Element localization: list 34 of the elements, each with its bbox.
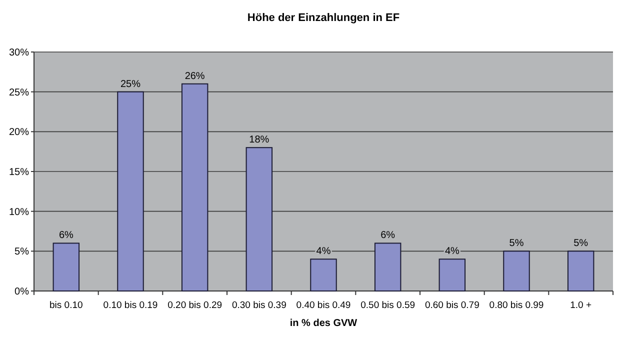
y-tick-label: 30% bbox=[8, 48, 30, 58]
data-label: 6% bbox=[380, 230, 396, 242]
bar bbox=[181, 83, 208, 292]
bar bbox=[438, 258, 466, 292]
x-tick-label: 0.40 bis 0.49 bbox=[296, 300, 351, 311]
y-tick-label: 0% bbox=[14, 286, 30, 298]
x-tick-label: 0.80 bis 0.99 bbox=[489, 300, 544, 311]
bar bbox=[246, 147, 273, 292]
bar bbox=[374, 242, 402, 292]
bar bbox=[52, 242, 80, 292]
y-tick-label: 15% bbox=[8, 167, 30, 178]
x-tick-label: 1.0 + bbox=[570, 300, 592, 311]
x-axis-title: in % des GVW bbox=[290, 318, 358, 329]
bar bbox=[567, 250, 594, 292]
chart-title: Höhe der Einzahlungen in EF bbox=[247, 12, 400, 24]
y-tick-label: 5% bbox=[14, 246, 30, 258]
x-tick-label: 0.30 bis 0.39 bbox=[232, 300, 286, 311]
bar bbox=[117, 91, 144, 292]
y-tick-label: 10% bbox=[8, 206, 30, 218]
data-label: 6% bbox=[58, 230, 74, 242]
x-tick-label: 0.10 bis 0.19 bbox=[103, 300, 158, 311]
y-tick-label: 25% bbox=[8, 87, 30, 98]
data-label: 26% bbox=[184, 70, 205, 82]
data-label: 5% bbox=[509, 238, 524, 250]
data-label: 18% bbox=[249, 134, 270, 146]
data-label: 25% bbox=[120, 78, 141, 90]
x-tick-label: bis 0.10 bbox=[50, 300, 83, 311]
bar bbox=[503, 250, 530, 292]
x-tick-label: 0.20 bis 0.29 bbox=[168, 300, 222, 311]
x-tick-label: 0.60 bis 0.79 bbox=[424, 300, 480, 311]
bar bbox=[310, 258, 337, 292]
data-label: 5% bbox=[574, 238, 588, 250]
x-tick-label: 0.50 bis 0.59 bbox=[360, 300, 416, 311]
y-tick-label: 20% bbox=[8, 127, 30, 138]
